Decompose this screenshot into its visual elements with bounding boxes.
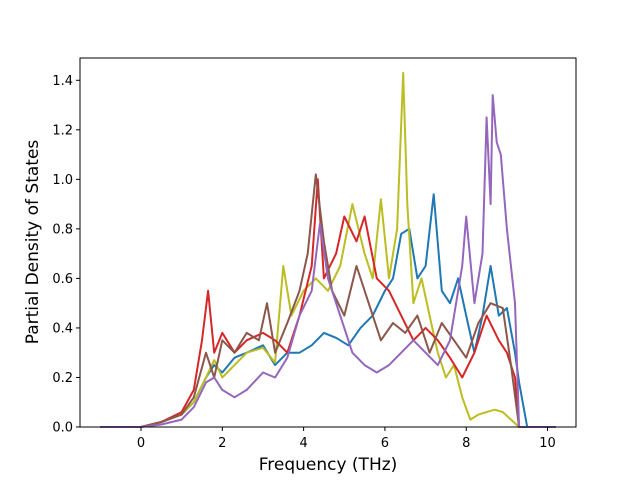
x-tick-label: 10 — [539, 436, 556, 451]
series-layer — [100, 71, 556, 428]
y-tick-label: 0.4 — [52, 321, 73, 336]
y-tick-label: 0.2 — [52, 371, 73, 386]
series-line-3 — [100, 178, 556, 428]
y-tick-label: 0.8 — [52, 222, 73, 237]
y-tick-label: 0.6 — [52, 272, 73, 287]
plot-frame — [79, 57, 577, 428]
x-axis: 0 2 4 6 8 10 — [137, 427, 556, 451]
x-tick-label: 8 — [462, 436, 470, 451]
y-tick-label: 1.2 — [52, 123, 73, 138]
series-line-4 — [100, 173, 556, 428]
series-line-5 — [100, 94, 556, 428]
x-tick-label: 4 — [299, 436, 307, 451]
y-tick-label: 1.4 — [52, 74, 73, 89]
y-tick-label: 0.0 — [52, 421, 73, 436]
x-tick-label: 0 — [137, 436, 145, 451]
y-axis: 0.0 0.2 0.4 0.6 0.8 1.0 1.2 1.4 — [52, 74, 80, 436]
y-axis-title: Partial Density of States — [23, 140, 43, 345]
x-axis-title: Frequency (THz) — [259, 455, 398, 475]
x-tick-label: 2 — [218, 436, 226, 451]
y-tick-label: 1.0 — [52, 173, 73, 188]
series-line-2 — [100, 71, 556, 428]
x-tick-label: 6 — [381, 436, 389, 451]
